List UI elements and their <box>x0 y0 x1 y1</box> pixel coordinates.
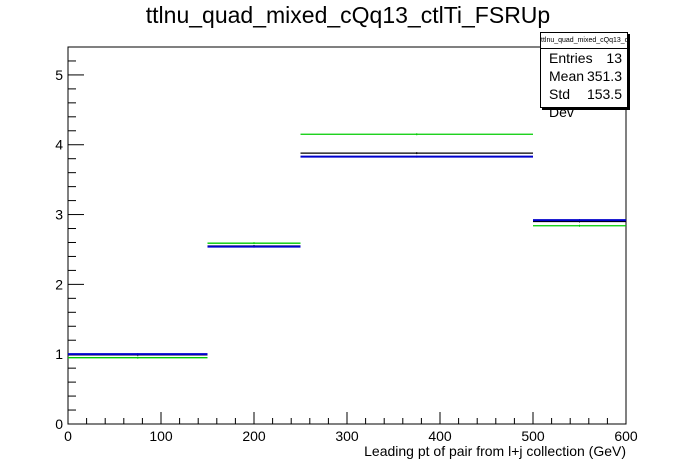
stats-row-mean: Mean 351.3 <box>541 67 627 85</box>
x-tick-label: 600 <box>614 428 638 444</box>
entries-label: Entries <box>549 50 593 66</box>
y-tick-label: 3 <box>55 207 63 223</box>
y-tick-label: 0 <box>55 416 63 432</box>
y-tick-label: 1 <box>55 346 63 362</box>
y-tick-labels: 0 1 2 3 4 5 <box>55 67 63 432</box>
y-tick-label: 5 <box>55 67 63 83</box>
x-axis-title: Leading pt of pair from l+j collection (… <box>364 443 626 459</box>
x-tick-label: 500 <box>521 428 545 444</box>
x-tick-label: 0 <box>64 428 72 444</box>
y-tick-label: 2 <box>55 276 63 292</box>
histogram-bins <box>68 133 626 359</box>
stddev-label: Std Dev <box>549 86 574 120</box>
x-tick-label: 300 <box>335 428 359 444</box>
stats-row-entries: Entries 13 <box>541 49 627 67</box>
x-tick-labels: 0 100 200 300 400 500 600 <box>64 428 638 444</box>
entries-value: 13 <box>606 50 622 66</box>
stddev-value: 153.5 <box>586 86 622 102</box>
axis-ticks <box>67 46 627 425</box>
stats-box: ttlnu_quad_mixed_cQq13_ctlTi_FSRUp Entri… <box>540 32 628 120</box>
mean-label: Mean <box>549 68 585 84</box>
x-tick-label: 100 <box>149 428 173 444</box>
stats-row-stddev: Std Dev 153.5 <box>541 85 627 120</box>
stats-box-title: ttlnu_quad_mixed_cQq13_ctlTi_FSRUp <box>541 33 627 49</box>
x-tick-label: 400 <box>428 428 452 444</box>
mean-value: 351.3 <box>586 68 622 84</box>
chart-title: ttlnu_quad_mixed_cQq13_ctlTi_FSRUp <box>145 2 551 28</box>
x-tick-label: 200 <box>242 428 266 444</box>
y-tick-label: 4 <box>55 137 63 153</box>
